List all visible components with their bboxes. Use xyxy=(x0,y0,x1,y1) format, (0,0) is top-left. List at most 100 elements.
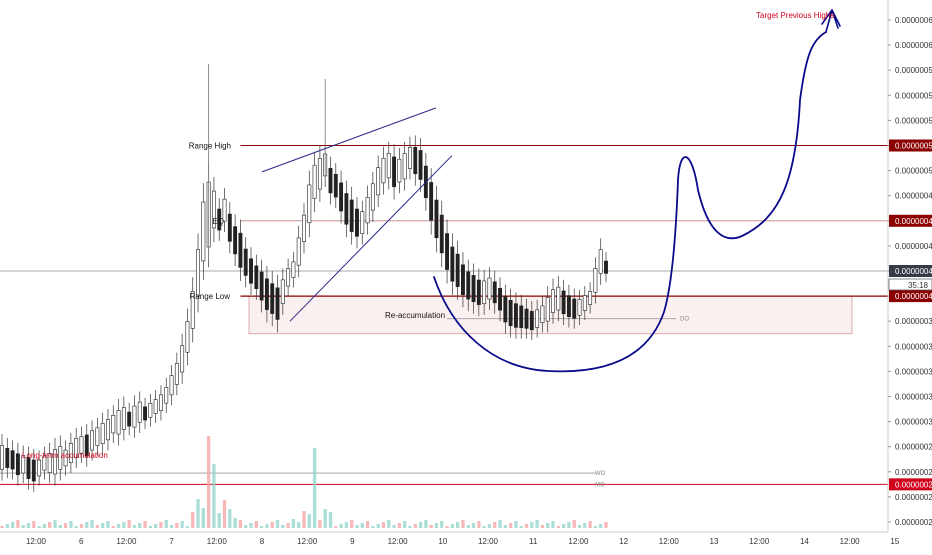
candle-body xyxy=(164,387,169,404)
volume-bar xyxy=(461,520,465,528)
candle-body xyxy=(275,287,280,320)
time-tick-label: 12:00 xyxy=(568,537,589,546)
candle-body xyxy=(386,152,391,179)
volume-bar xyxy=(583,523,587,528)
candle-body xyxy=(513,303,518,328)
candle-body xyxy=(42,455,47,471)
time-tick-label: 12:00 xyxy=(26,537,47,546)
volume-bar xyxy=(275,520,280,528)
candle-body xyxy=(328,168,333,194)
candle-body xyxy=(238,232,243,268)
volume-bar xyxy=(561,524,566,528)
price-tick-label: 0.00000028 xyxy=(895,443,932,452)
eq-label: EQ xyxy=(212,217,224,226)
volume-bar xyxy=(26,523,31,528)
price-tick-label: 0.00000034 xyxy=(895,367,932,376)
time-tick-label: 12:00 xyxy=(659,537,680,546)
volume-bar xyxy=(371,526,375,528)
candle-body xyxy=(21,455,26,474)
countdown-box xyxy=(888,278,932,291)
volume-bar xyxy=(106,521,110,528)
candle-body xyxy=(598,249,603,274)
candle-body xyxy=(74,437,79,458)
candle-body xyxy=(132,405,137,428)
candles-layer xyxy=(0,63,608,492)
candle-body xyxy=(68,443,73,463)
volume-bar xyxy=(206,436,211,528)
do-label: DO xyxy=(680,317,689,323)
volume-bar xyxy=(90,520,94,528)
volume-bar xyxy=(259,526,264,528)
time-axis[interactable]: 12:00 6 12:00 7 12:00 8 12:00 9 12:00 10 12:00 11 12… xyxy=(0,531,900,546)
volume-bar xyxy=(37,526,41,528)
candle-body xyxy=(577,299,582,316)
volume-bar xyxy=(588,521,592,528)
volume-layer xyxy=(0,436,608,528)
volume-bar xyxy=(111,526,115,528)
target-previous-highs-label: Target Previous Highs xyxy=(756,11,834,20)
price-tick-label: 0.00000058 xyxy=(895,66,932,75)
candle-body xyxy=(174,363,179,385)
long-term-accumulation-label: Long-term accumulation xyxy=(22,451,108,460)
price-tick-label: 0.00000062 xyxy=(895,16,932,25)
volume-bar xyxy=(154,524,158,528)
candle-body xyxy=(196,249,200,297)
volume-bar xyxy=(85,522,89,528)
volume-bar xyxy=(514,521,518,528)
volume-bar xyxy=(148,526,152,528)
price-tick-label: 0.00000054 xyxy=(895,116,932,125)
candle-body xyxy=(217,208,222,231)
candle-body xyxy=(249,258,253,284)
zones-layer xyxy=(248,295,853,335)
candle-body xyxy=(37,459,42,477)
candle-body xyxy=(498,287,502,311)
volume-bar xyxy=(116,524,121,528)
candle-body xyxy=(111,415,116,434)
volume-bar xyxy=(42,524,47,528)
volume-bar xyxy=(307,514,311,528)
candle-body xyxy=(360,211,365,234)
volume-bar xyxy=(217,513,221,528)
candle-body xyxy=(137,401,142,423)
range-high-tag xyxy=(889,139,932,152)
candle-body xyxy=(471,275,476,303)
volume-bar xyxy=(95,525,100,528)
volume-bar xyxy=(339,524,343,528)
volume-bar xyxy=(79,524,84,528)
volume-bar xyxy=(365,521,370,528)
time-tick-label: 12:00 xyxy=(297,537,318,546)
candle-body xyxy=(259,271,264,301)
volume-bar xyxy=(270,522,274,528)
volume-bar xyxy=(10,522,15,528)
volume-bar xyxy=(418,522,423,528)
candle-body xyxy=(302,214,306,242)
volume-bar xyxy=(360,523,364,528)
time-tick-label: 11 xyxy=(529,537,538,546)
range-high-tag-label: 0.00000052 xyxy=(895,142,932,151)
candle-body xyxy=(127,411,132,427)
candle-body xyxy=(566,295,571,317)
price-tick-label: 0.00000044 xyxy=(895,242,932,251)
volume-bar xyxy=(381,522,386,528)
candle-body xyxy=(148,402,153,418)
re-accumulation-zone xyxy=(248,295,853,335)
volume-bar xyxy=(249,523,253,528)
candle-body xyxy=(482,280,487,305)
projection-curve xyxy=(433,31,827,373)
candle-body xyxy=(63,449,68,467)
volume-bar xyxy=(228,509,232,528)
volume-bar xyxy=(265,524,269,528)
candle-body xyxy=(180,345,185,373)
time-tick-label: 12:00 xyxy=(749,537,770,546)
volume-bar xyxy=(233,518,237,528)
time-tick-label: 15 xyxy=(890,537,899,546)
candle-body xyxy=(296,237,301,266)
candle-body xyxy=(408,147,412,169)
candle-body xyxy=(254,265,259,289)
candle-body xyxy=(556,286,561,311)
